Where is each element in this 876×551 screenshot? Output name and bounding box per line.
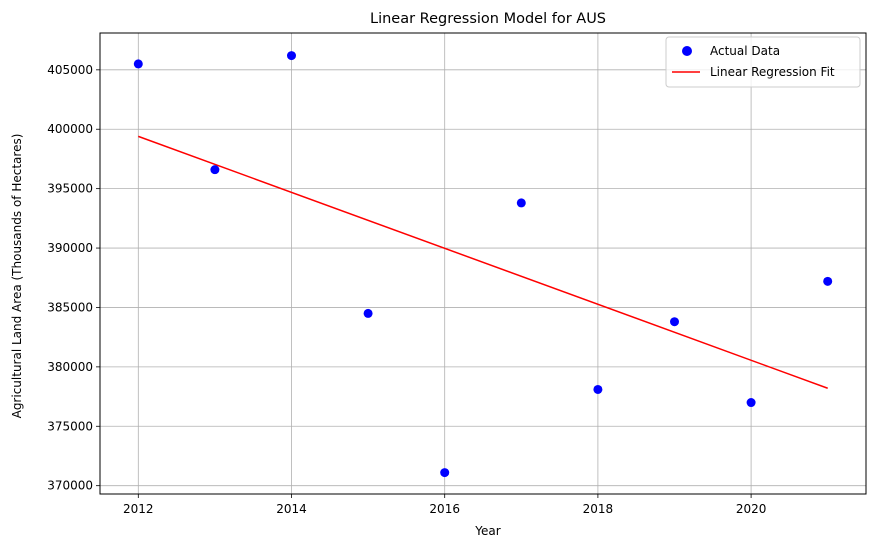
y-tick-label: 375000: [47, 419, 93, 433]
legend-label-actual-data: Actual Data: [710, 44, 780, 58]
plot-marks: [133, 51, 833, 478]
data-point: [287, 51, 296, 61]
y-tick-label: 370000: [47, 479, 93, 493]
data-point: [516, 198, 526, 208]
y-tick-label: 385000: [47, 300, 93, 314]
data-point: [210, 165, 220, 175]
y-tick-label: 405000: [47, 63, 93, 77]
legend-marker-actual-data: [682, 46, 692, 56]
x-axis-label: Year: [474, 524, 500, 538]
data-point: [440, 468, 450, 478]
y-tick-label: 395000: [47, 182, 93, 196]
legend-box: [665, 36, 861, 88]
data-point: [133, 59, 143, 69]
chart-title: Linear Regression Model for AUS: [370, 11, 606, 27]
data-point: [593, 384, 603, 394]
legend: Actual Data Linear Regression Fit: [665, 36, 861, 88]
y-tick-label: 400000: [47, 122, 93, 136]
x-tick-label: 2020: [736, 502, 767, 516]
y-tick-label: 380000: [47, 360, 93, 374]
x-tick-label: 2012: [123, 502, 154, 516]
x-tick-label: 2018: [583, 502, 614, 516]
regression-line: [138, 135, 828, 389]
legend-label-regression-fit: Linear Regression Fit: [710, 65, 835, 79]
grid: [100, 33, 866, 494]
x-tick-label: 2016: [429, 502, 460, 516]
data-point: [363, 308, 373, 318]
data-point: [670, 317, 679, 327]
y-tick-label: 390000: [47, 241, 93, 255]
tick-labels: 2012 2014 2016 2018 2020 370000 375000 380000 38…: [47, 63, 766, 516]
axes: [96, 69, 752, 498]
x-tick-label: 2014: [276, 502, 307, 516]
data-point: [746, 398, 756, 408]
plot-frame: [99, 32, 867, 495]
y-axis-label: Agricultural Land Area (Thousands of Hec…: [10, 134, 24, 419]
data-point: [823, 276, 833, 286]
